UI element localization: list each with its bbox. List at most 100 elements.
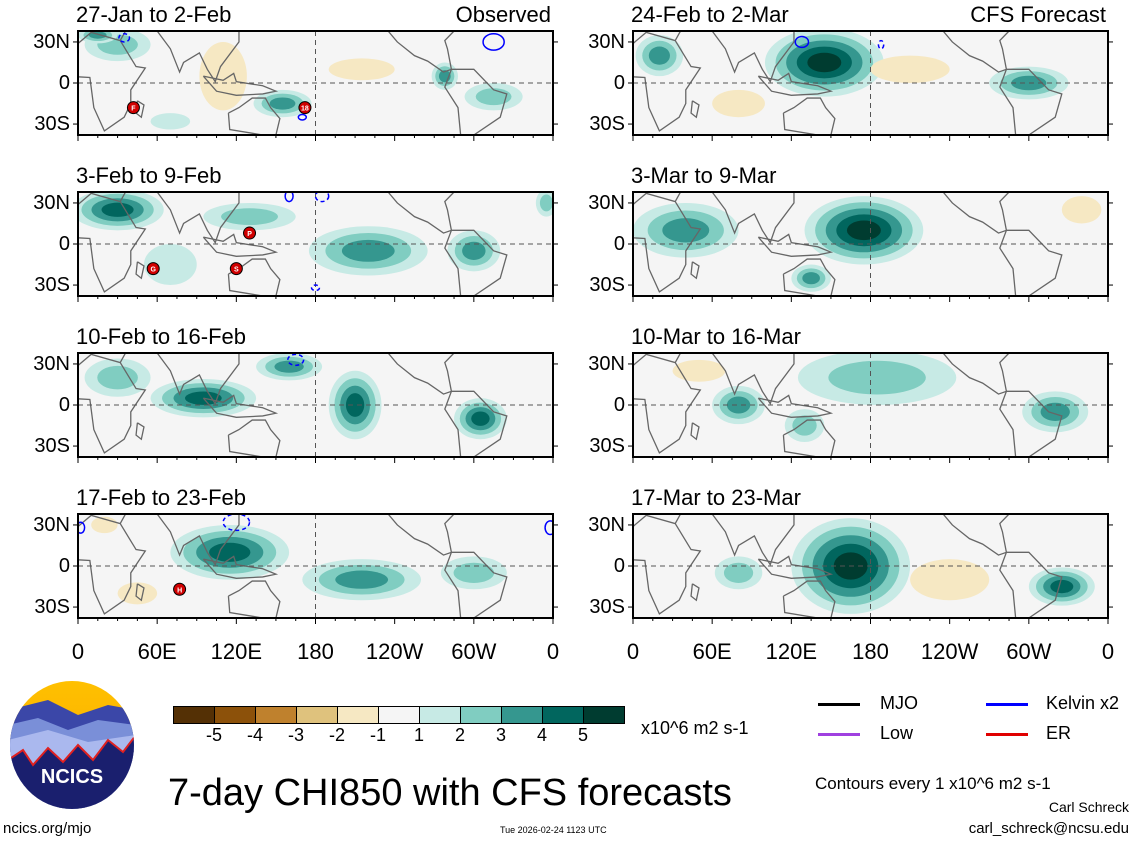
coastline [690, 100, 700, 119]
kelvin-contour [794, 35, 810, 49]
coastline [757, 233, 834, 257]
coastline [690, 422, 700, 441]
legend-er: ER [1046, 723, 1072, 743]
longitude-label: 60W [451, 639, 497, 664]
coastline [690, 583, 700, 602]
latitude-label: 30N [33, 30, 70, 53]
coastline [757, 72, 834, 96]
wet-anomaly-contour [662, 218, 710, 243]
panel-date-range: 3-Feb to 9-Feb [76, 163, 222, 188]
latitude-label: 30N [33, 513, 70, 536]
latitude-label: 30N [588, 352, 625, 375]
contours-note: Contours every 1 x10^6 m2 s-1 [815, 774, 1051, 793]
author: Carl Schreck [1048, 799, 1129, 815]
coastline [999, 229, 1063, 296]
colorbar-swatch [174, 707, 215, 723]
longitude-label: 180 [852, 639, 889, 664]
email: carl_schreck@ncsu.edu [968, 820, 1129, 837]
colorbar-label: -1 [369, 725, 387, 745]
wet-anomaly-contour [274, 360, 304, 373]
latitude-label: 0 [613, 72, 625, 94]
wet-anomaly-contour [150, 113, 191, 130]
coastline [674, 514, 795, 567]
coastline [444, 551, 508, 618]
longitude-label: 180 [297, 639, 334, 664]
colorbar-label: 5 [577, 725, 589, 745]
coastline [227, 97, 281, 135]
wet-anomaly-contour [269, 97, 296, 110]
legend-swatch-low [818, 733, 860, 736]
colorbar-swatch [420, 707, 461, 723]
coastline [942, 31, 1010, 73]
dry-anomaly-contour [712, 89, 765, 118]
longitude-label: 60W [1006, 639, 1052, 664]
dry-anomaly-contour [328, 58, 395, 81]
coastline [942, 192, 1010, 234]
kelvin-contour [544, 520, 553, 536]
wet-anomaly-contour [471, 411, 490, 426]
latitude-label: 30S [34, 596, 70, 619]
colorbar-label: 4 [536, 725, 548, 745]
coastline [227, 258, 281, 296]
longitude-label: 60E [692, 639, 732, 664]
coastline [119, 353, 240, 406]
colorbar-swatch [215, 707, 256, 723]
wet-anomaly-contour [335, 570, 389, 589]
coastline [387, 192, 455, 234]
legend-low: Low [880, 723, 914, 743]
svg-text:P: P [247, 231, 252, 238]
map-panel [628, 352, 1113, 463]
kelvin-contour [222, 514, 251, 532]
wet-anomaly-contour [802, 272, 820, 285]
wet-anomaly-contour [209, 542, 251, 562]
colorbar-swatch [297, 707, 338, 723]
wet-anomaly-contour [846, 220, 881, 241]
wet-anomaly-contour [1050, 579, 1074, 594]
timestamp: Tue 2026-02-24 1123 UTC [500, 825, 607, 835]
coastline [999, 68, 1063, 135]
latitude-label: 30S [34, 435, 70, 458]
coastline [690, 261, 700, 280]
latitude-label: 0 [613, 233, 625, 255]
kelvin-contour [482, 32, 505, 51]
colorbar-label: 2 [454, 725, 466, 745]
colorbar [173, 706, 625, 724]
colorbar-swatch [256, 707, 297, 723]
website-link[interactable]: ncics.org/mjo [3, 820, 92, 837]
coastline [757, 394, 834, 418]
tropical-cyclone-icon: 18 [298, 101, 312, 115]
longitude-label: 0 [71, 639, 85, 664]
legend-swatch-mjo [818, 703, 860, 706]
kelvin-contour [297, 113, 308, 121]
longitude-label: 120E [765, 639, 818, 664]
coastline [387, 353, 455, 395]
kelvin-contour [310, 284, 321, 292]
colorbar-label: -5 [205, 725, 223, 745]
kelvin-contour [284, 192, 294, 203]
coastline [202, 233, 279, 257]
coastline [999, 551, 1063, 618]
wet-anomaly-contour [723, 562, 754, 583]
dry-anomaly-contour [870, 55, 950, 83]
coastline [202, 555, 279, 579]
wet-anomaly-contour [101, 202, 134, 217]
coastline [782, 97, 836, 135]
coastline [782, 258, 836, 296]
coastline [674, 31, 795, 84]
colorbar-swatch [584, 707, 624, 723]
legend-mjo: MJO [880, 693, 918, 713]
latitude-label: 30S [589, 435, 625, 458]
map-panel [628, 191, 1113, 302]
coastline [674, 353, 795, 406]
coastline [674, 192, 795, 245]
latitude-label: 30S [589, 274, 625, 297]
ncics-logo: NCICS [10, 681, 134, 809]
svg-text:S: S [234, 267, 239, 274]
coastline [782, 580, 836, 618]
coastline [119, 192, 240, 245]
wet-anomaly-contour [97, 365, 138, 390]
kelvin-contour [877, 39, 885, 50]
coastline [227, 580, 281, 618]
panel-date-range: 17-Feb to 23-Feb [76, 485, 246, 510]
